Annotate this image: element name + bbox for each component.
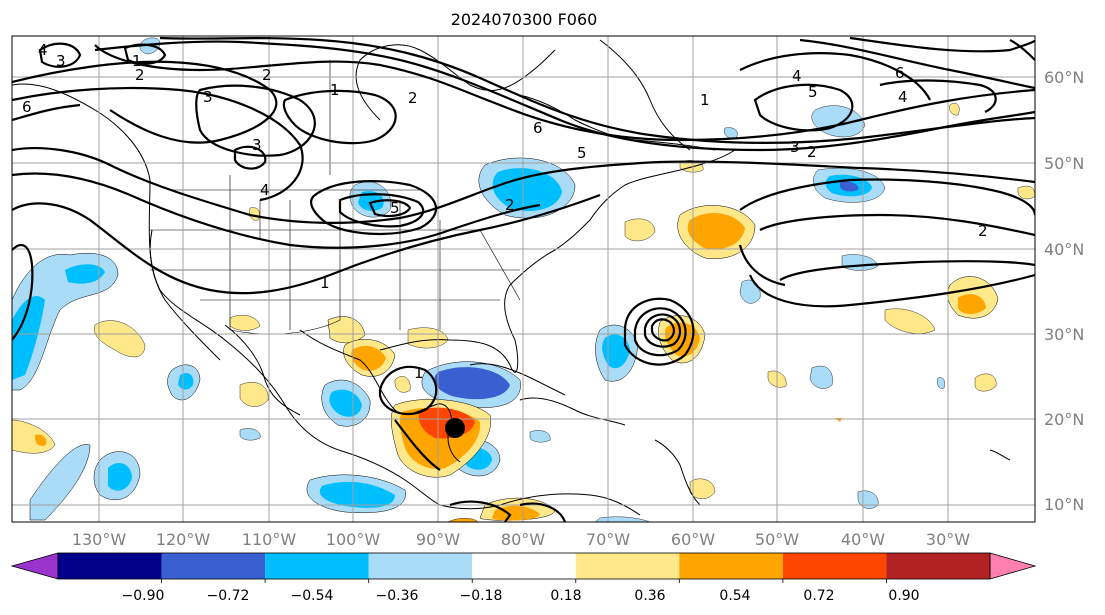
latitude-label: 40°N bbox=[1044, 240, 1084, 259]
colorbar-swatch bbox=[58, 553, 162, 579]
colorbar-tick-label: 0.72 bbox=[803, 588, 834, 604]
colorbar-swatch bbox=[575, 553, 680, 579]
colorbar-swatch bbox=[782, 553, 887, 579]
colorbar-labels: −0.90 −0.72 −0.54 −0.36 −0.18 0.18 0.36 … bbox=[122, 588, 920, 604]
contour-label: 6 bbox=[22, 98, 32, 116]
contour-label: 3 bbox=[252, 136, 262, 154]
colorbar-swatch bbox=[679, 553, 783, 579]
contour-label: 4 bbox=[898, 88, 908, 106]
latitude-label: 30°N bbox=[1044, 325, 1084, 344]
colorbar-tick-label: −0.54 bbox=[291, 588, 334, 604]
contour-label: 2 bbox=[505, 196, 515, 214]
contour-label: 1 bbox=[320, 274, 330, 292]
contour-label: 1 bbox=[330, 81, 340, 99]
contour-label-group: 4 3 1 2 2 3 1 6 2 3 4 5 6 5 3 2 4 5 1 2 … bbox=[22, 41, 988, 382]
latitude-label: 20°N bbox=[1044, 410, 1084, 429]
contour-label: 2 bbox=[408, 89, 418, 107]
colorbar-swatch bbox=[368, 553, 473, 579]
latitude-axis: 60°N 50°N 40°N 30°N 20°N 10°N bbox=[1044, 68, 1084, 514]
coastlines bbox=[12, 39, 1011, 516]
contour-label: 3 bbox=[203, 88, 213, 106]
contour-lines bbox=[12, 36, 1035, 522]
colorbar-tick-label: 0.18 bbox=[550, 588, 581, 604]
colorbar-tick-label: −0.90 bbox=[122, 588, 165, 604]
contour-label: 5 bbox=[577, 144, 587, 162]
contour-label: 4 bbox=[38, 41, 48, 59]
longitude-label: 130°W bbox=[72, 530, 127, 549]
longitude-axis: 130°W 120°W 110°W 100°W 90°W 80°W 70°W 6… bbox=[72, 530, 970, 549]
contour-label: 5 bbox=[808, 83, 818, 101]
colorbar-frame bbox=[57, 552, 991, 580]
longitude-label: 50°W bbox=[755, 530, 799, 549]
contour-label: 4 bbox=[260, 181, 270, 199]
contour-label: 2 bbox=[807, 143, 817, 161]
map-title: 2024070300 F060 bbox=[450, 10, 598, 29]
contour-label: 6 bbox=[533, 119, 543, 137]
colorbar-extend-high bbox=[989, 552, 1037, 580]
longitude-label: 70°W bbox=[586, 530, 630, 549]
longitude-label: 110°W bbox=[242, 530, 297, 549]
colorbar-tick-label: 0.54 bbox=[719, 588, 750, 604]
colorbar-swatch bbox=[265, 553, 369, 579]
longitude-label: 80°W bbox=[501, 530, 545, 549]
contour-label: 3 bbox=[790, 138, 800, 156]
contour-label: 2 bbox=[135, 66, 145, 84]
longitude-label: 60°W bbox=[671, 530, 715, 549]
colorbar bbox=[10, 552, 1037, 583]
latitude-label: 60°N bbox=[1044, 68, 1084, 87]
colorbar-tick-label: −0.18 bbox=[460, 588, 503, 604]
colorbar-tick-label: −0.72 bbox=[207, 588, 250, 604]
contour-label: 6 bbox=[895, 64, 905, 82]
longitude-label: 30°W bbox=[926, 530, 970, 549]
latitude-label: 10°N bbox=[1044, 495, 1084, 514]
contour-label: 2 bbox=[262, 66, 272, 84]
colorbar-swatch bbox=[161, 553, 266, 579]
map-frame bbox=[11, 35, 1036, 523]
colorbar-tick-label: 0.36 bbox=[634, 588, 665, 604]
state-borders bbox=[150, 60, 521, 335]
contour-label: 3 bbox=[56, 52, 66, 70]
contour-label: 1 bbox=[414, 364, 424, 382]
storm-position-marker bbox=[445, 418, 465, 438]
contour-label: 5 bbox=[390, 199, 400, 217]
longitude-label: 90°W bbox=[416, 530, 460, 549]
contour-label: 1 bbox=[132, 52, 142, 70]
contour-label: 4 bbox=[792, 67, 802, 85]
colorbar-tick-label: 0.90 bbox=[888, 588, 919, 604]
colorbar-swatch bbox=[472, 553, 576, 579]
contour-label: 2 bbox=[978, 222, 988, 240]
colorbar-tick-label: −0.36 bbox=[376, 588, 419, 604]
latitude-label: 50°N bbox=[1044, 154, 1084, 173]
longitude-label: 100°W bbox=[326, 530, 381, 549]
longitude-label: 40°W bbox=[841, 530, 885, 549]
colorbar-swatch bbox=[886, 553, 990, 579]
contour-label: 1 bbox=[700, 91, 710, 109]
colorbar-extend-low bbox=[10, 552, 59, 580]
longitude-label: 120°W bbox=[156, 530, 211, 549]
